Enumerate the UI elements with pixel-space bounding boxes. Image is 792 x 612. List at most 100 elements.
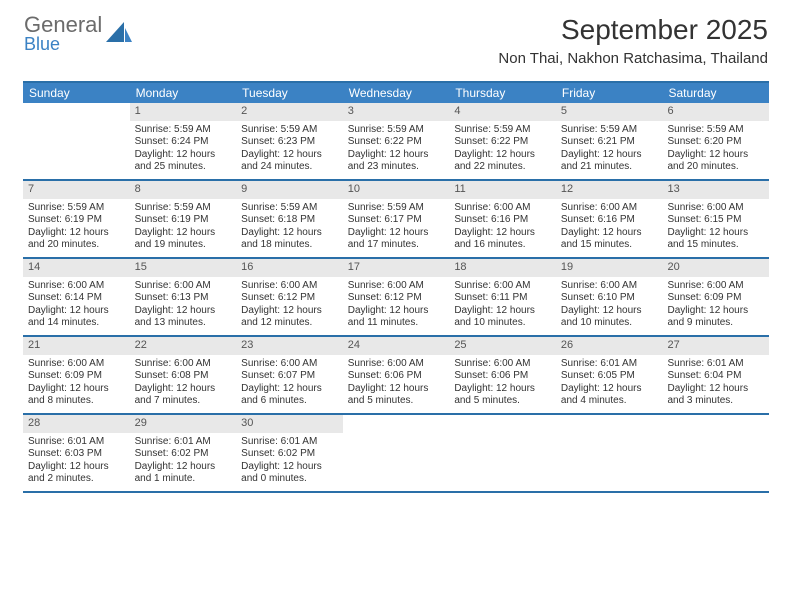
day-number: 19 [556, 259, 663, 277]
sunset-text: Sunset: 6:09 PM [667, 292, 764, 305]
day-cell: 7Sunrise: 5:59 AMSunset: 6:19 PMDaylight… [23, 181, 130, 257]
day-cell: 14Sunrise: 6:00 AMSunset: 6:14 PMDayligh… [23, 259, 130, 335]
sunrise-text: Sunrise: 6:01 AM [561, 358, 658, 371]
day-number: 5 [556, 103, 663, 121]
daylight-text: Daylight: 12 hours and 20 minutes. [28, 227, 125, 252]
day-number: 17 [343, 259, 450, 277]
sunrise-text: Sunrise: 5:59 AM [348, 202, 445, 215]
day-body: Sunrise: 6:00 AMSunset: 6:06 PMDaylight:… [449, 355, 556, 413]
sunrise-text: Sunrise: 6:00 AM [667, 202, 764, 215]
daylight-text: Daylight: 12 hours and 8 minutes. [28, 383, 125, 408]
day-cell: 6Sunrise: 5:59 AMSunset: 6:20 PMDaylight… [662, 103, 769, 179]
day-cell: 16Sunrise: 6:00 AMSunset: 6:12 PMDayligh… [236, 259, 343, 335]
day-body: Sunrise: 5:59 AMSunset: 6:17 PMDaylight:… [343, 199, 450, 257]
day-cell: 8Sunrise: 5:59 AMSunset: 6:19 PMDaylight… [130, 181, 237, 257]
day-number: 10 [343, 181, 450, 199]
sunrise-text: Sunrise: 6:00 AM [561, 280, 658, 293]
day-cell: 17Sunrise: 6:00 AMSunset: 6:12 PMDayligh… [343, 259, 450, 335]
day-body: Sunrise: 5:59 AMSunset: 6:18 PMDaylight:… [236, 199, 343, 257]
day-body: Sunrise: 5:59 AMSunset: 6:19 PMDaylight:… [23, 199, 130, 257]
week-row: 21Sunrise: 6:00 AMSunset: 6:09 PMDayligh… [23, 337, 769, 415]
daylight-text: Daylight: 12 hours and 21 minutes. [561, 149, 658, 174]
day-body [556, 433, 663, 441]
week-row: 28Sunrise: 6:01 AMSunset: 6:03 PMDayligh… [23, 415, 769, 493]
sunrise-text: Sunrise: 6:00 AM [561, 202, 658, 215]
day-number: 29 [130, 415, 237, 433]
sunrise-text: Sunrise: 5:59 AM [667, 124, 764, 137]
day-body: Sunrise: 6:00 AMSunset: 6:09 PMDaylight:… [662, 277, 769, 335]
sunset-text: Sunset: 6:12 PM [241, 292, 338, 305]
day-number: 22 [130, 337, 237, 355]
daylight-text: Daylight: 12 hours and 13 minutes. [135, 305, 232, 330]
month-title: September 2025 [498, 14, 768, 46]
sunrise-text: Sunrise: 5:59 AM [348, 124, 445, 137]
day-number: 25 [449, 337, 556, 355]
daylight-text: Daylight: 12 hours and 3 minutes. [667, 383, 764, 408]
week-row: 14Sunrise: 6:00 AMSunset: 6:14 PMDayligh… [23, 259, 769, 337]
day-cell [343, 415, 450, 491]
daylight-text: Daylight: 12 hours and 15 minutes. [561, 227, 658, 252]
sunrise-text: Sunrise: 6:00 AM [454, 280, 551, 293]
sunrise-text: Sunrise: 6:01 AM [667, 358, 764, 371]
sunrise-text: Sunrise: 6:01 AM [135, 436, 232, 449]
daylight-text: Daylight: 12 hours and 17 minutes. [348, 227, 445, 252]
day-number: 13 [662, 181, 769, 199]
sunrise-text: Sunrise: 6:00 AM [241, 358, 338, 371]
daylight-text: Daylight: 12 hours and 0 minutes. [241, 461, 338, 486]
day-number: 3 [343, 103, 450, 121]
page-header: General Blue September 2025 Non Thai, Na… [0, 0, 792, 75]
day-header: Tuesday [236, 83, 343, 103]
sunset-text: Sunset: 6:16 PM [454, 214, 551, 227]
day-cell: 23Sunrise: 6:00 AMSunset: 6:07 PMDayligh… [236, 337, 343, 413]
day-header: Saturday [662, 83, 769, 103]
sunset-text: Sunset: 6:23 PM [241, 136, 338, 149]
day-cell [556, 415, 663, 491]
day-cell: 1Sunrise: 5:59 AMSunset: 6:24 PMDaylight… [130, 103, 237, 179]
daylight-text: Daylight: 12 hours and 24 minutes. [241, 149, 338, 174]
sunset-text: Sunset: 6:22 PM [454, 136, 551, 149]
sunset-text: Sunset: 6:03 PM [28, 448, 125, 461]
daylight-text: Daylight: 12 hours and 2 minutes. [28, 461, 125, 486]
day-header: Friday [556, 83, 663, 103]
daylight-text: Daylight: 12 hours and 9 minutes. [667, 305, 764, 330]
daylight-text: Daylight: 12 hours and 6 minutes. [241, 383, 338, 408]
sunset-text: Sunset: 6:02 PM [135, 448, 232, 461]
sunset-text: Sunset: 6:22 PM [348, 136, 445, 149]
daylight-text: Daylight: 12 hours and 5 minutes. [454, 383, 551, 408]
day-cell: 4Sunrise: 5:59 AMSunset: 6:22 PMDaylight… [449, 103, 556, 179]
sunrise-text: Sunrise: 5:59 AM [135, 124, 232, 137]
sunset-text: Sunset: 6:02 PM [241, 448, 338, 461]
day-body: Sunrise: 6:01 AMSunset: 6:02 PMDaylight:… [236, 433, 343, 491]
daylight-text: Daylight: 12 hours and 16 minutes. [454, 227, 551, 252]
day-number: 14 [23, 259, 130, 277]
day-cell: 2Sunrise: 5:59 AMSunset: 6:23 PMDaylight… [236, 103, 343, 179]
logo: General Blue [24, 14, 132, 53]
day-cell: 28Sunrise: 6:01 AMSunset: 6:03 PMDayligh… [23, 415, 130, 491]
sunrise-text: Sunrise: 6:01 AM [241, 436, 338, 449]
sunset-text: Sunset: 6:19 PM [28, 214, 125, 227]
daylight-text: Daylight: 12 hours and 1 minute. [135, 461, 232, 486]
day-header: Sunday [23, 83, 130, 103]
day-cell: 12Sunrise: 6:00 AMSunset: 6:16 PMDayligh… [556, 181, 663, 257]
day-cell: 26Sunrise: 6:01 AMSunset: 6:05 PMDayligh… [556, 337, 663, 413]
sunset-text: Sunset: 6:06 PM [348, 370, 445, 383]
location-text: Non Thai, Nakhon Ratchasima, Thailand [498, 50, 768, 67]
day-body: Sunrise: 5:59 AMSunset: 6:22 PMDaylight:… [343, 121, 450, 179]
sunrise-text: Sunrise: 6:00 AM [348, 358, 445, 371]
day-number: 18 [449, 259, 556, 277]
sunset-text: Sunset: 6:21 PM [561, 136, 658, 149]
day-number: 28 [23, 415, 130, 433]
daylight-text: Daylight: 12 hours and 14 minutes. [28, 305, 125, 330]
day-cell: 5Sunrise: 5:59 AMSunset: 6:21 PMDaylight… [556, 103, 663, 179]
sunset-text: Sunset: 6:19 PM [135, 214, 232, 227]
daylight-text: Daylight: 12 hours and 19 minutes. [135, 227, 232, 252]
day-number: 27 [662, 337, 769, 355]
day-cell: 3Sunrise: 5:59 AMSunset: 6:22 PMDaylight… [343, 103, 450, 179]
day-number: 26 [556, 337, 663, 355]
day-cell: 9Sunrise: 5:59 AMSunset: 6:18 PMDaylight… [236, 181, 343, 257]
day-body: Sunrise: 6:00 AMSunset: 6:07 PMDaylight:… [236, 355, 343, 413]
day-body: Sunrise: 5:59 AMSunset: 6:22 PMDaylight:… [449, 121, 556, 179]
sail-icon [106, 22, 132, 46]
day-number: 4 [449, 103, 556, 121]
day-body: Sunrise: 6:01 AMSunset: 6:04 PMDaylight:… [662, 355, 769, 413]
